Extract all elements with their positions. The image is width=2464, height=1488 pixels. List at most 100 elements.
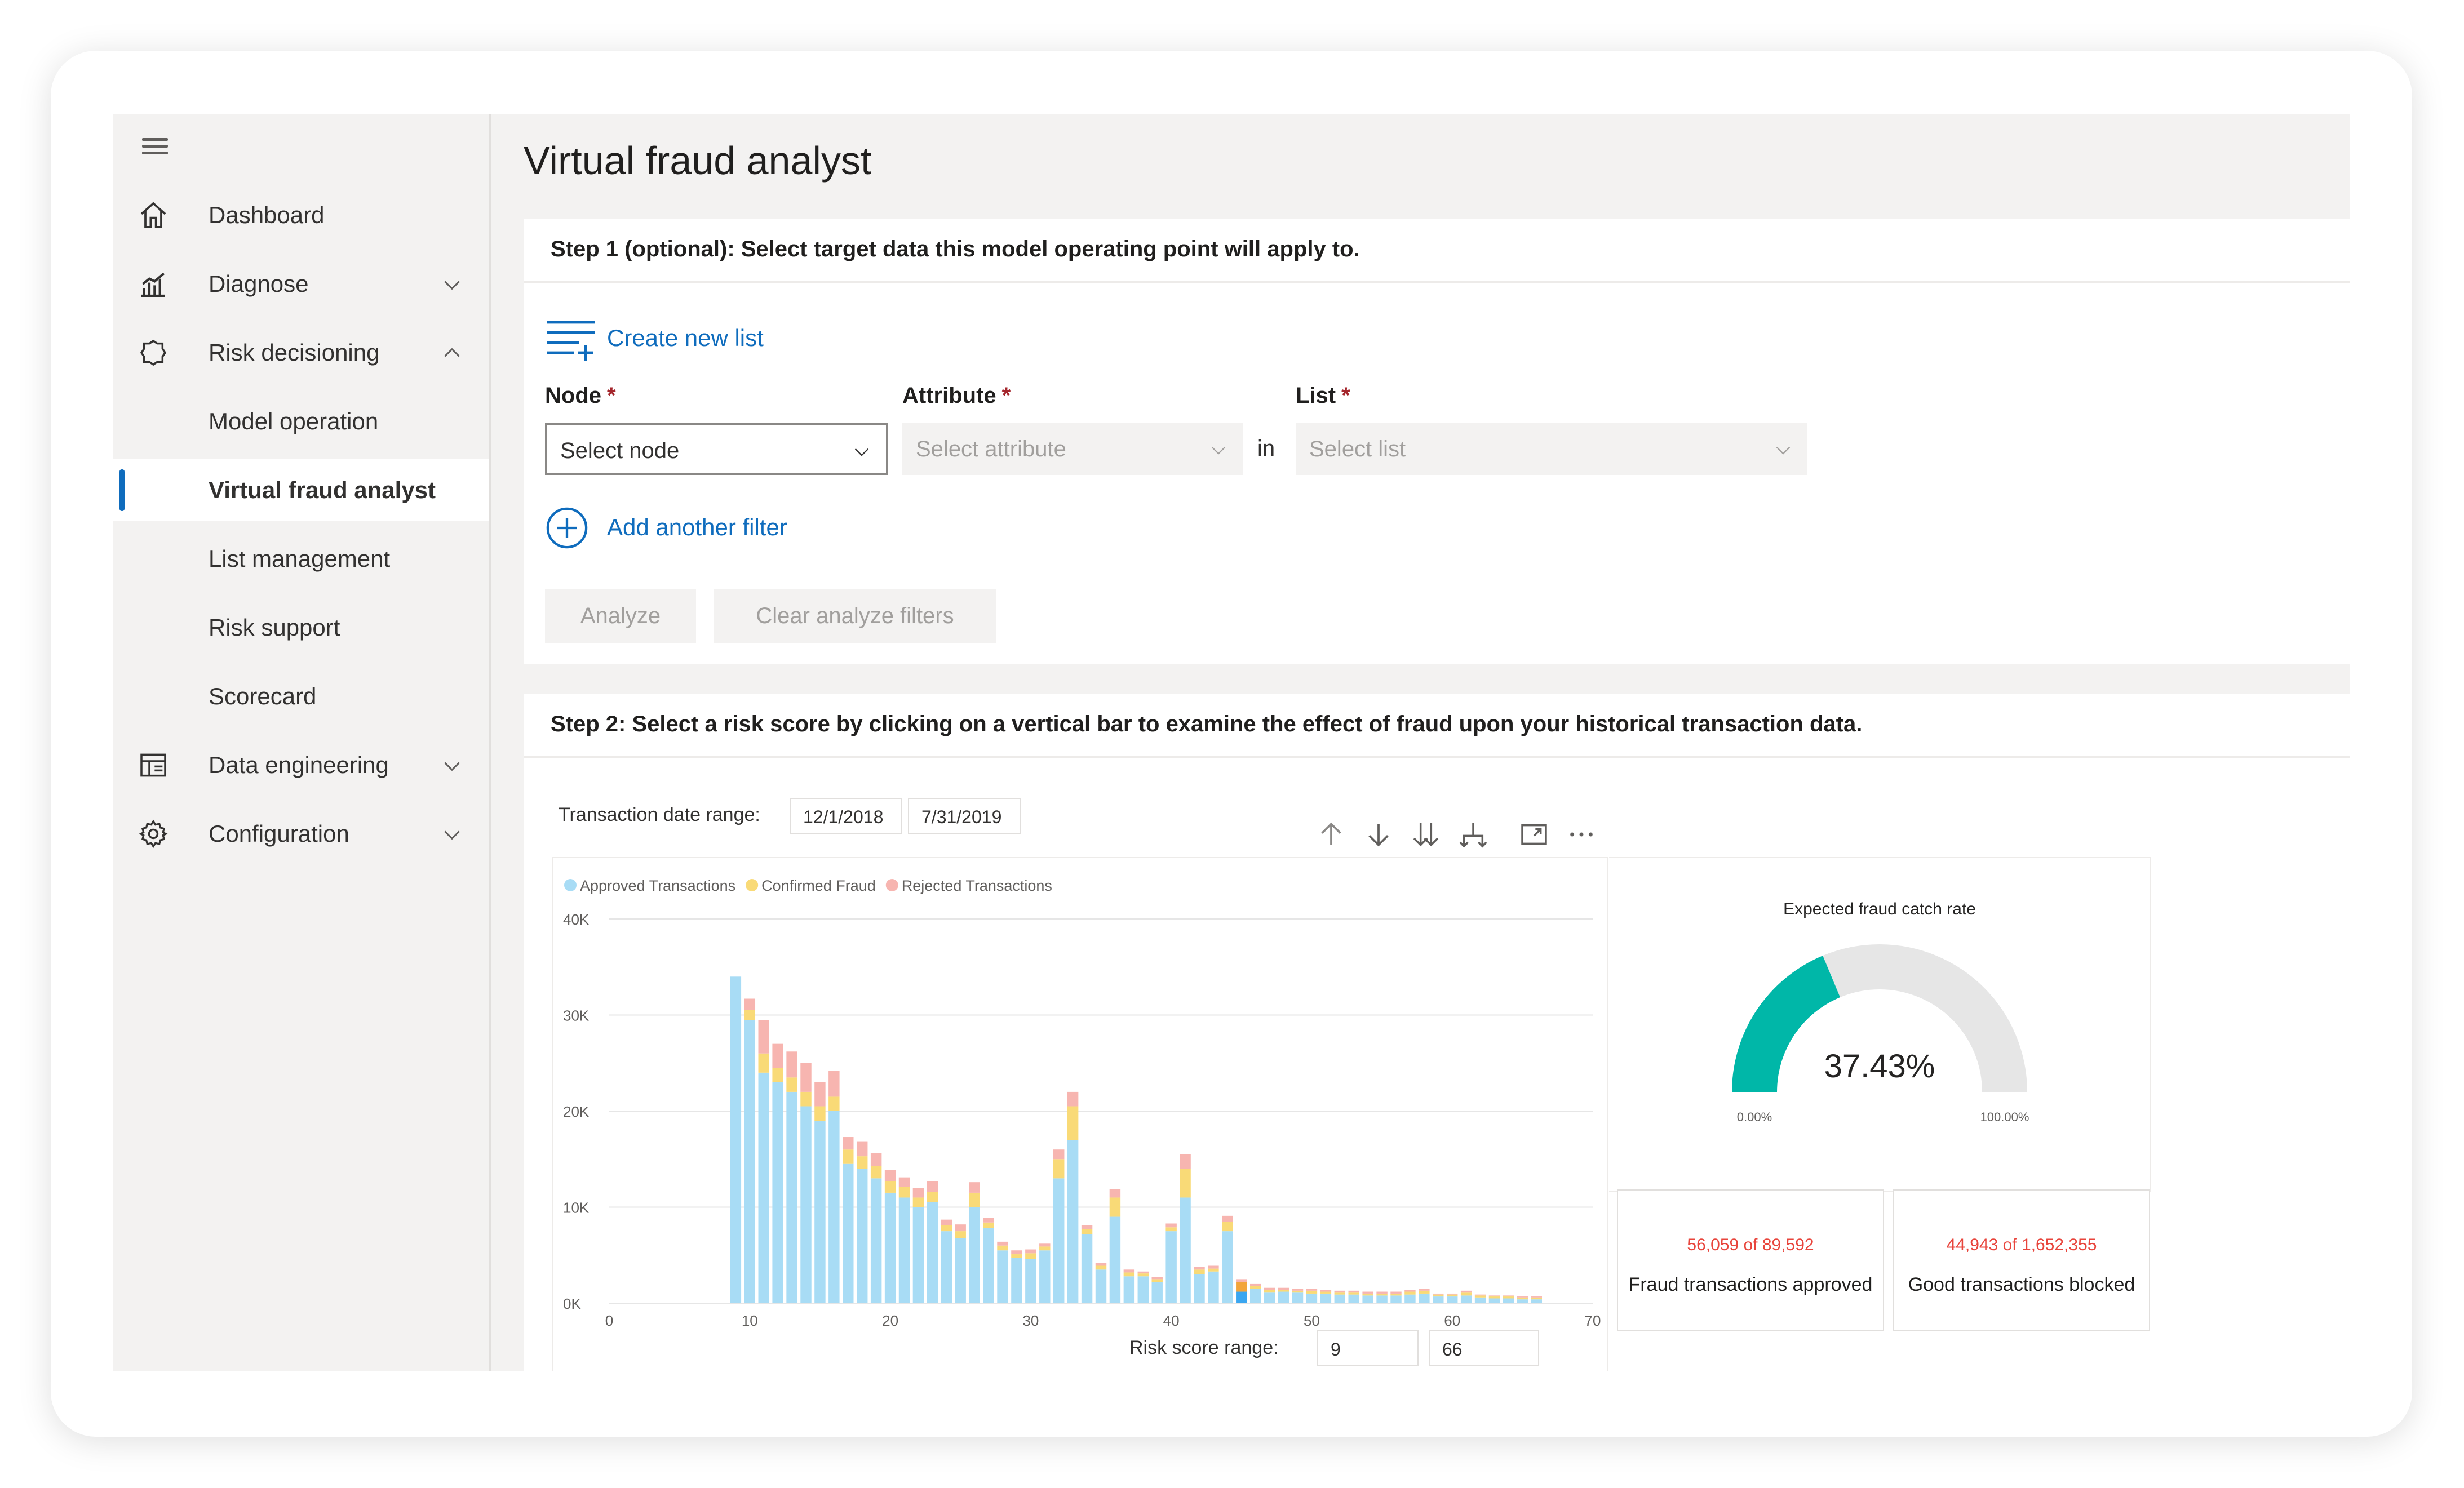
kpi-label: Good transactions blocked [1908,1274,2135,1295]
bar-rejected [786,1051,797,1078]
bar-rejected [1488,1295,1500,1297]
x-tick-label: 0 [605,1312,613,1329]
attribute-label-text: Attribute [902,383,996,408]
list-select[interactable]: Select list [1296,423,1807,475]
sidebar-item-dashboard[interactable]: Dashboard [113,184,489,246]
create-new-list-link[interactable]: Create new list [607,325,764,351]
required-marker: * [1341,383,1350,408]
bar-confirmed-fraud [1376,1293,1388,1296]
bar-confirmed-fraud [969,1192,980,1207]
bar-approved [898,1197,910,1303]
risk-score-max-input[interactable]: 66 [1429,1330,1539,1366]
date-start-input[interactable]: 12/1/2018 [790,798,902,834]
hierarchy-icon[interactable] [1457,819,1489,850]
risk-score-min-input[interactable]: 9 [1317,1330,1419,1366]
chevron-down-icon[interactable] [440,822,464,847]
clear-analyze-filters-button[interactable]: Clear analyze filters [714,589,996,643]
sidebar-item-label: Virtual fraud analyst [209,477,436,503]
bar-confirmed-fraud [744,1010,756,1020]
bar-approved [1390,1295,1402,1303]
y-tick-label: 20K [563,1103,590,1120]
bar-approved [828,1111,840,1303]
bar-approved [1025,1259,1036,1303]
bar-rejected [1460,1290,1472,1293]
bar-rejected [1446,1293,1458,1295]
bar-chart-container: Approved Transactions Confirmed Fraud Reje… [552,857,1608,1371]
bar-confirmed-fraud [772,1068,783,1082]
risk-score-bar-chart[interactable]: Approved Transactions Confirmed Fraud Reje… [553,858,1607,1371]
bar-confirmed-fraud [814,1106,826,1121]
add-another-filter-link[interactable]: Add another filter [607,514,787,540]
sidebar-item-configuration[interactable]: Configuration [113,803,489,865]
chart-icon [141,272,165,297]
bar-confirmed-fraud [1067,1106,1079,1140]
create-list-icon[interactable] [545,318,597,363]
sidebar-item-diagnose[interactable]: Diagnose [113,253,489,315]
sidebar-item-risk-support[interactable]: Risk support [113,597,489,659]
arrow-up-icon[interactable] [1315,819,1347,850]
y-tick-label: 30K [563,1007,590,1024]
sidebar: Dashboard Diagnose Risk decisioning Mode… [113,114,491,1371]
sidebar-item-scorecard[interactable]: Scorecard [113,665,489,727]
attribute-select[interactable]: Select attribute [902,423,1243,475]
chevron-up-icon[interactable] [440,341,464,366]
gauge-value: 37.43% [1824,1048,1935,1085]
chevron-down-icon[interactable] [440,272,464,297]
bar-rejected [1180,1154,1191,1169]
sidebar-item-list-management[interactable]: List management [113,528,489,590]
bar-rejected [1264,1287,1275,1290]
bar-confirmed-fraud [1095,1265,1107,1270]
bar-approved [744,1020,756,1303]
bar-approved [955,1238,966,1303]
node-select[interactable]: Select node [545,423,888,475]
more-options-icon[interactable] [1566,819,1597,850]
hamburger-menu-icon[interactable] [140,136,171,156]
bar-confirmed-fraud [1404,1291,1416,1295]
bar-rejected [1165,1223,1177,1228]
bar-confirmed-fraud [997,1245,1008,1251]
home-icon [140,202,166,228]
sidebar-item-model-operation[interactable]: Model operation [113,390,489,452]
double-arrow-down-icon[interactable] [1410,819,1442,850]
required-marker: * [607,383,616,408]
bar-rejected [1334,1290,1346,1293]
bar-confirmed-fraud [843,1149,854,1164]
bar-rejected [744,998,756,1010]
bar-confirmed-fraud [1011,1254,1022,1258]
bar-rejected [870,1153,882,1166]
main-content: Virtual fraud analyst Step 1 (optional):… [491,114,2350,1371]
x-tick-label: 70 [1585,1312,1601,1329]
bar-rejected [758,1020,769,1054]
bar-rejected [1208,1265,1219,1269]
bar-confirmed-fraud [1039,1246,1051,1251]
sidebar-item-data-engineering[interactable]: Data engineering [113,734,489,796]
chevron-down-icon [1211,446,1226,455]
bar-approved [941,1231,952,1303]
date-end-input[interactable]: 7/31/2019 [908,798,1021,834]
sidebar-item-label: Diagnose [209,270,309,297]
bar-confirmed-fraud [1151,1279,1163,1282]
bar-rejected [1517,1296,1528,1298]
node-select-placeholder: Select node [560,438,680,463]
arrow-down-icon[interactable] [1363,819,1394,850]
bar-confirmed-fraud [800,1091,812,1107]
chevron-down-icon[interactable] [440,753,464,778]
bar-confirmed-fraud [1025,1253,1036,1259]
node-label: Node * [545,383,616,408]
analyze-button[interactable]: Analyze [545,589,696,643]
bar-approved [1433,1296,1444,1303]
legend-marker [746,879,759,891]
bar-approved [1067,1140,1079,1303]
gauge-min-label: 0.00% [1737,1110,1772,1124]
bar-approved [1376,1295,1388,1303]
bar-approved [1404,1294,1416,1303]
y-tick-label: 40K [563,911,590,928]
bar-confirmed-fraud [1460,1292,1472,1296]
add-circle-icon[interactable] [545,506,589,550]
sidebar-item-virtual-fraud-analyst[interactable]: Virtual fraud analyst [113,459,489,521]
y-tick-label: 0K [563,1295,581,1312]
sidebar-item-risk-decisioning[interactable]: Risk decisioning [113,322,489,384]
focus-mode-icon[interactable] [1518,819,1550,850]
bar-approved [856,1169,868,1303]
sidebar-item-label: Dashboard [209,202,325,228]
